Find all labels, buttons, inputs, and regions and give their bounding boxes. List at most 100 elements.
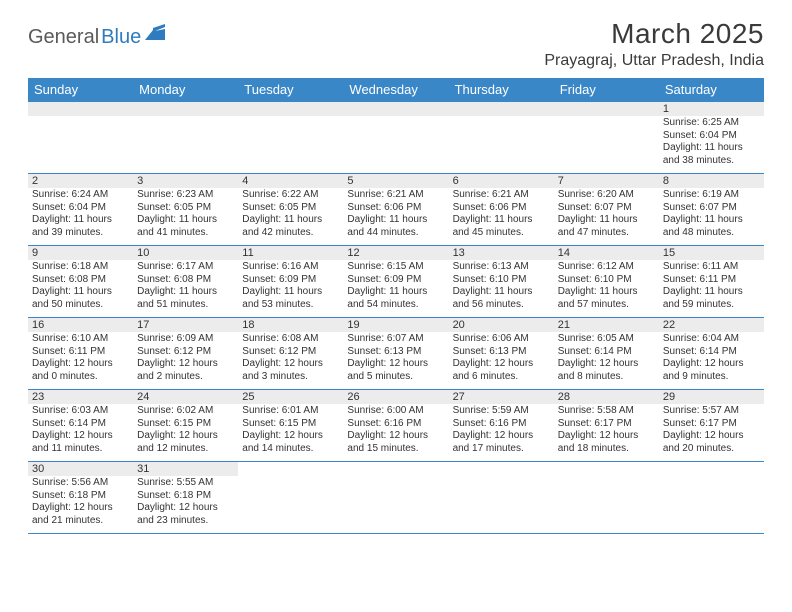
- sunset-text: Sunset: 6:07 PM: [663, 202, 760, 215]
- calendar-cell: 23Sunrise: 6:03 AMSunset: 6:14 PMDayligh…: [28, 390, 133, 462]
- calendar-cell: 10Sunrise: 6:17 AMSunset: 6:08 PMDayligh…: [133, 246, 238, 318]
- sunset-text: Sunset: 6:18 PM: [32, 490, 129, 503]
- sunrise-text: Sunrise: 6:18 AM: [32, 261, 129, 274]
- day-details: Sunrise: 6:20 AMSunset: 6:07 PMDaylight:…: [554, 188, 659, 241]
- day-number-empty: [238, 462, 343, 476]
- day-details: Sunrise: 5:56 AMSunset: 6:18 PMDaylight:…: [28, 476, 133, 529]
- day-number-empty: [659, 462, 764, 476]
- day-details: Sunrise: 6:09 AMSunset: 6:12 PMDaylight:…: [133, 332, 238, 385]
- sunrise-text: Sunrise: 6:17 AM: [137, 261, 234, 274]
- day-details: Sunrise: 6:23 AMSunset: 6:05 PMDaylight:…: [133, 188, 238, 241]
- calendar-cell: 1Sunrise: 6:25 AMSunset: 6:04 PMDaylight…: [659, 102, 764, 174]
- day-details: Sunrise: 6:04 AMSunset: 6:14 PMDaylight:…: [659, 332, 764, 385]
- sunrise-text: Sunrise: 6:08 AM: [242, 333, 339, 346]
- calendar-cell: 17Sunrise: 6:09 AMSunset: 6:12 PMDayligh…: [133, 318, 238, 390]
- day-number: 1: [659, 102, 764, 116]
- day-details: Sunrise: 6:18 AMSunset: 6:08 PMDaylight:…: [28, 260, 133, 313]
- sunrise-text: Sunrise: 6:01 AM: [242, 405, 339, 418]
- day-number: 8: [659, 174, 764, 188]
- sunset-text: Sunset: 6:05 PM: [242, 202, 339, 215]
- sunrise-text: Sunrise: 6:03 AM: [32, 405, 129, 418]
- sunrise-text: Sunrise: 6:13 AM: [453, 261, 550, 274]
- day-details: Sunrise: 6:19 AMSunset: 6:07 PMDaylight:…: [659, 188, 764, 241]
- sunrise-text: Sunrise: 5:56 AM: [32, 477, 129, 490]
- day-number: 22: [659, 318, 764, 332]
- daylight-text: Daylight: 12 hours and 11 minutes.: [32, 430, 129, 455]
- day-number-empty: [554, 102, 659, 116]
- calendar-cell: 26Sunrise: 6:00 AMSunset: 6:16 PMDayligh…: [343, 390, 448, 462]
- logo-text-general: General: [28, 26, 99, 49]
- sunset-text: Sunset: 6:13 PM: [347, 346, 444, 359]
- sunset-text: Sunset: 6:17 PM: [663, 418, 760, 431]
- calendar-week-row: 2Sunrise: 6:24 AMSunset: 6:04 PMDaylight…: [28, 174, 764, 246]
- calendar-cell: 7Sunrise: 6:20 AMSunset: 6:07 PMDaylight…: [554, 174, 659, 246]
- day-number-empty: [343, 102, 448, 116]
- calendar-cell: [449, 462, 554, 534]
- daylight-text: Daylight: 12 hours and 9 minutes.: [663, 358, 760, 383]
- sunrise-text: Sunrise: 6:10 AM: [32, 333, 129, 346]
- day-details: Sunrise: 6:11 AMSunset: 6:11 PMDaylight:…: [659, 260, 764, 313]
- calendar-cell: [554, 462, 659, 534]
- calendar-cell: 22Sunrise: 6:04 AMSunset: 6:14 PMDayligh…: [659, 318, 764, 390]
- calendar-cell: [343, 102, 448, 174]
- daylight-text: Daylight: 11 hours and 59 minutes.: [663, 286, 760, 311]
- calendar-cell: [659, 462, 764, 534]
- logo: General Blue: [28, 24, 167, 51]
- sunset-text: Sunset: 6:18 PM: [137, 490, 234, 503]
- daylight-text: Daylight: 11 hours and 44 minutes.: [347, 214, 444, 239]
- calendar-week-row: 1Sunrise: 6:25 AMSunset: 6:04 PMDaylight…: [28, 102, 764, 174]
- daylight-text: Daylight: 11 hours and 41 minutes.: [137, 214, 234, 239]
- calendar-cell: 25Sunrise: 6:01 AMSunset: 6:15 PMDayligh…: [238, 390, 343, 462]
- calendar-cell: 19Sunrise: 6:07 AMSunset: 6:13 PMDayligh…: [343, 318, 448, 390]
- weekday-header: Monday: [133, 78, 238, 102]
- calendar-cell: 24Sunrise: 6:02 AMSunset: 6:15 PMDayligh…: [133, 390, 238, 462]
- day-number: 21: [554, 318, 659, 332]
- calendar-cell: [449, 102, 554, 174]
- daylight-text: Daylight: 12 hours and 0 minutes.: [32, 358, 129, 383]
- calendar-cell: 2Sunrise: 6:24 AMSunset: 6:04 PMDaylight…: [28, 174, 133, 246]
- daylight-text: Daylight: 12 hours and 2 minutes.: [137, 358, 234, 383]
- day-number: 19: [343, 318, 448, 332]
- sunset-text: Sunset: 6:08 PM: [32, 274, 129, 287]
- day-number-empty: [28, 102, 133, 116]
- sunrise-text: Sunrise: 5:58 AM: [558, 405, 655, 418]
- sunrise-text: Sunrise: 6:06 AM: [453, 333, 550, 346]
- daylight-text: Daylight: 11 hours and 51 minutes.: [137, 286, 234, 311]
- sunrise-text: Sunrise: 6:22 AM: [242, 189, 339, 202]
- sunset-text: Sunset: 6:05 PM: [137, 202, 234, 215]
- day-number-empty: [449, 102, 554, 116]
- sunset-text: Sunset: 6:10 PM: [558, 274, 655, 287]
- day-details: Sunrise: 5:59 AMSunset: 6:16 PMDaylight:…: [449, 404, 554, 457]
- daylight-text: Daylight: 12 hours and 20 minutes.: [663, 430, 760, 455]
- calendar-cell: 3Sunrise: 6:23 AMSunset: 6:05 PMDaylight…: [133, 174, 238, 246]
- day-details: Sunrise: 6:07 AMSunset: 6:13 PMDaylight:…: [343, 332, 448, 385]
- weekday-header: Saturday: [659, 78, 764, 102]
- calendar-cell: 31Sunrise: 5:55 AMSunset: 6:18 PMDayligh…: [133, 462, 238, 534]
- calendar-cell: 14Sunrise: 6:12 AMSunset: 6:10 PMDayligh…: [554, 246, 659, 318]
- weekday-header: Tuesday: [238, 78, 343, 102]
- sunset-text: Sunset: 6:07 PM: [558, 202, 655, 215]
- daylight-text: Daylight: 11 hours and 50 minutes.: [32, 286, 129, 311]
- daylight-text: Daylight: 12 hours and 3 minutes.: [242, 358, 339, 383]
- daylight-text: Daylight: 11 hours and 45 minutes.: [453, 214, 550, 239]
- day-number: 9: [28, 246, 133, 260]
- sunset-text: Sunset: 6:12 PM: [242, 346, 339, 359]
- calendar-table: Sunday Monday Tuesday Wednesday Thursday…: [28, 78, 764, 534]
- day-details: Sunrise: 6:16 AMSunset: 6:09 PMDaylight:…: [238, 260, 343, 313]
- header: General Blue March 2025 Prayagraj, Uttar…: [28, 18, 764, 70]
- weekday-header: Sunday: [28, 78, 133, 102]
- day-number-empty: [449, 462, 554, 476]
- daylight-text: Daylight: 11 hours and 48 minutes.: [663, 214, 760, 239]
- day-number: 16: [28, 318, 133, 332]
- sunset-text: Sunset: 6:11 PM: [663, 274, 760, 287]
- day-number: 23: [28, 390, 133, 404]
- sunrise-text: Sunrise: 6:11 AM: [663, 261, 760, 274]
- weekday-header: Wednesday: [343, 78, 448, 102]
- day-number: 3: [133, 174, 238, 188]
- logo-text-blue: Blue: [101, 26, 141, 49]
- day-number: 15: [659, 246, 764, 260]
- day-number: 20: [449, 318, 554, 332]
- month-title: March 2025: [544, 18, 764, 50]
- day-number: 18: [238, 318, 343, 332]
- calendar-cell: 29Sunrise: 5:57 AMSunset: 6:17 PMDayligh…: [659, 390, 764, 462]
